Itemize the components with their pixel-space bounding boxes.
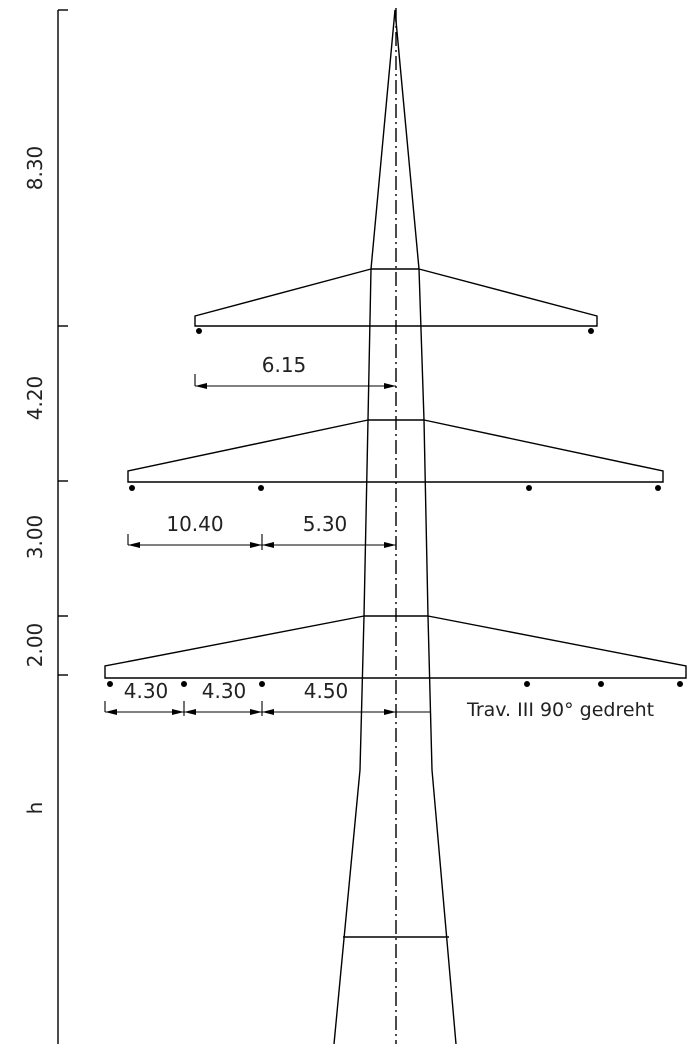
- conductor-point: [129, 485, 135, 491]
- conductor-point: [196, 328, 202, 334]
- crossarm-bottom: [104, 615, 687, 687]
- dimension-label-3-00: 3.00: [23, 515, 47, 560]
- dimension-label-2-00: 2.00: [23, 623, 47, 668]
- dimension-label-4-20: 4.20: [23, 376, 47, 421]
- conductor-point: [677, 681, 683, 687]
- conductor-point: [588, 328, 594, 334]
- crossarm-top: [194, 268, 598, 334]
- dimension-label-4-30-left: 4.30: [124, 679, 169, 703]
- crossarm-note: Trav. III 90° gedreht: [466, 699, 654, 721]
- conductor-point: [107, 681, 113, 687]
- dimension-line-top: [194, 374, 396, 389]
- dimension-label-h: h: [23, 802, 47, 815]
- dimension-label-4-50: 4.50: [304, 679, 349, 703]
- conductor-point: [258, 485, 264, 491]
- conductor-point: [598, 681, 604, 687]
- dimension-label-4-30-right: 4.30: [202, 679, 247, 703]
- tower-body: [333, 9, 457, 1044]
- dimension-label-8-30: 8.30: [23, 146, 47, 191]
- conductor-point: [181, 681, 187, 687]
- conductor-point: [259, 681, 265, 687]
- conductor-point: [524, 681, 530, 687]
- elevation-scale: [57, 9, 68, 1044]
- dimension-line-middle: [127, 534, 396, 550]
- crossarm-middle: [127, 419, 664, 491]
- dimension-line-bottom: [104, 701, 430, 716]
- dimension-label-6-15: 6.15: [262, 353, 307, 377]
- dimension-label-5-30: 5.30: [303, 512, 348, 536]
- conductor-point: [526, 485, 532, 491]
- dimension-label-10-40: 10.40: [166, 512, 223, 536]
- conductor-point: [655, 485, 661, 491]
